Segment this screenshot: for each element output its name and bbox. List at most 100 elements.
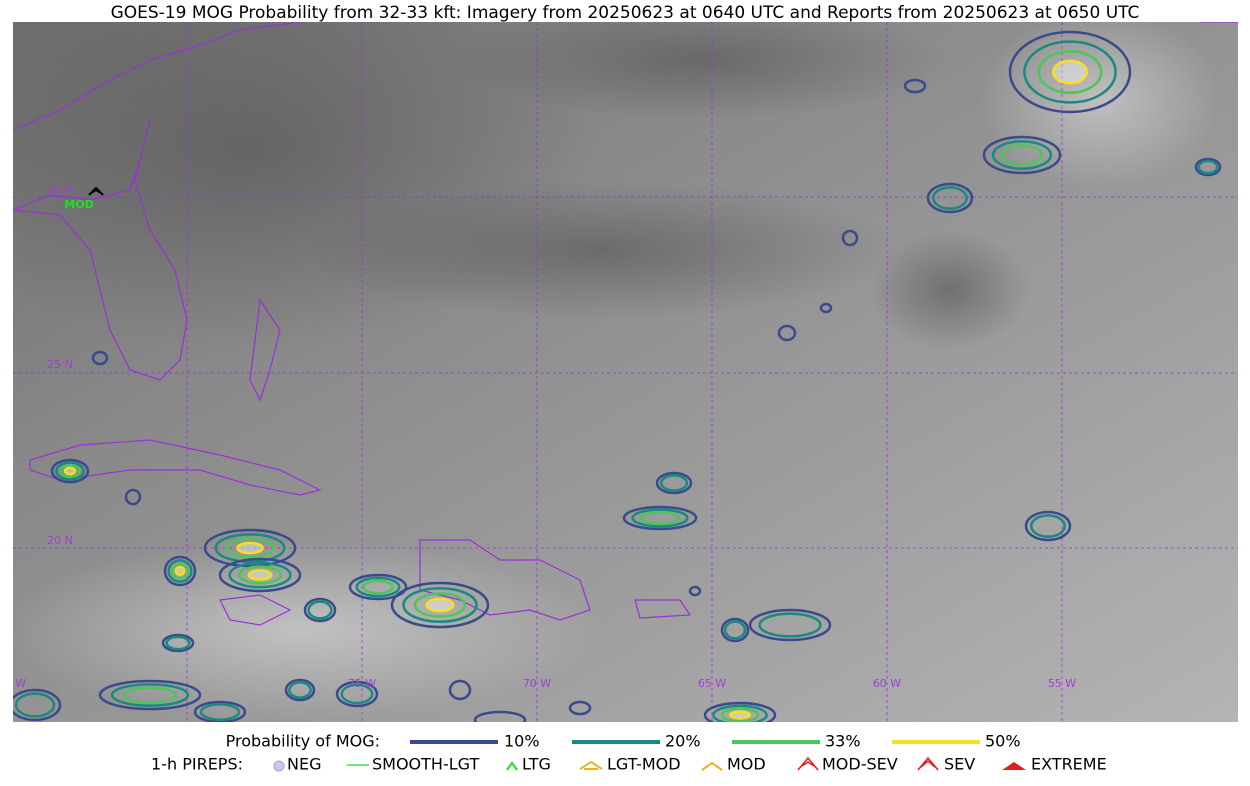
graticule: [13, 22, 1238, 722]
pirep-icon: [1002, 762, 1026, 770]
mog-contour: [982, 135, 1062, 175]
lon-label: 55 W: [1048, 677, 1076, 690]
mog-contour: [203, 528, 297, 568]
mog-contour: [362, 579, 394, 595]
lon-label: 70 W: [523, 677, 551, 690]
dry-air: [300, 180, 900, 320]
mog-contour: [1000, 144, 1044, 166]
mog-contour: [723, 620, 747, 640]
mog-contour: [91, 350, 109, 366]
legend-label: SEV: [944, 755, 975, 774]
mog-contour: [819, 302, 833, 314]
mog-contour: [63, 466, 77, 476]
mog-contour: [1197, 159, 1219, 175]
mog-contour: [1030, 514, 1066, 538]
mog-contour: [622, 505, 698, 531]
legend-label: SMOOTH-LGT: [372, 755, 479, 774]
map: 30 N 25 N 20 N 85 W 75 W 70 W 65 W 60 W …: [0, 22, 1238, 722]
mog-contour: [932, 186, 968, 210]
mog-contour: [777, 324, 797, 342]
mog-contour: [307, 600, 333, 620]
mog-contour: [688, 585, 702, 597]
mog-contour: [193, 700, 247, 722]
mog-contour: [225, 537, 275, 559]
title: GOES-19 MOG Probability from 32-33 kft: …: [111, 3, 1140, 23]
legend-label: 10%: [504, 732, 540, 751]
mog-contour: [236, 541, 264, 555]
mog-contour: [167, 559, 193, 583]
mog-contour: [161, 633, 195, 653]
mog-contour: [640, 511, 680, 525]
lon-label: 60 W: [873, 677, 901, 690]
mog-contour: [199, 703, 241, 721]
legend-label: NEG: [287, 755, 321, 774]
lat-label: 25 N: [47, 358, 73, 371]
mog-contour: [218, 557, 302, 593]
dry-air: [450, 22, 950, 120]
lon-label: 85 W: [0, 677, 26, 690]
mog-contour: [390, 581, 490, 629]
mog-contour: [926, 182, 974, 214]
pirep-icon: [579, 760, 603, 770]
lat-label: 20 N: [47, 534, 73, 547]
legend: Probability of MOG: 10% 20% 33% 50% 1-h …: [151, 732, 1107, 774]
mog-contour: [303, 597, 337, 623]
mog-contour: [124, 488, 142, 506]
lon-label: 75 W: [348, 677, 376, 690]
mog-contour: [348, 573, 408, 601]
mog-contour: [568, 700, 592, 716]
mog-contour: [237, 565, 283, 585]
legend-label: MOD-SEV: [822, 755, 898, 774]
mog-contour: [413, 592, 467, 618]
mog-contour: [50, 458, 90, 484]
mog-contour: [247, 569, 273, 581]
mog-contour: [703, 701, 777, 722]
mog-contour: [110, 683, 190, 707]
moist-air: [13, 540, 600, 720]
mog-contour: [720, 617, 750, 643]
mog-contour: [13, 688, 62, 722]
mog-contour: [991, 140, 1053, 170]
legend-label: MOD: [727, 755, 766, 774]
mog-contour: [841, 229, 859, 247]
mog-contour: [1023, 40, 1117, 104]
mog-contour: [1024, 510, 1072, 542]
mog-contour: [174, 565, 186, 577]
lon-label: 65 W: [698, 677, 726, 690]
legend-label: LTG: [522, 755, 551, 774]
mog-contour: [903, 78, 927, 94]
pirep-icon: [917, 756, 939, 771]
mog-contour: [728, 710, 752, 720]
mog-contour: [163, 555, 197, 587]
mog-contour: [288, 681, 312, 699]
mog-contour: [402, 587, 478, 623]
mog-contours: [13, 30, 1222, 722]
mog-contour: [1008, 30, 1132, 114]
legend-label: 20%: [665, 732, 701, 751]
mog-contour: [14, 692, 56, 718]
legend-label: EXTREME: [1031, 755, 1107, 774]
legend-label: 50%: [985, 732, 1021, 751]
mog-contour: [1051, 59, 1089, 85]
legend-title: 1-h PIREPS:: [151, 755, 243, 774]
mog-contour: [712, 704, 768, 722]
pirep-icon: [701, 761, 723, 771]
mog-contour: [631, 508, 689, 528]
lat-label: 30 N: [47, 183, 73, 196]
mog-contour: [165, 635, 191, 651]
mog-contour: [748, 608, 832, 642]
vortex: [870, 230, 1030, 350]
mog-contour: [1037, 49, 1103, 95]
mog-contour: [655, 471, 693, 495]
legend-title: Probability of MOG:: [226, 732, 380, 751]
mog-contour: [340, 683, 374, 705]
mog-contour: [228, 561, 292, 589]
mog-contour: [425, 597, 455, 613]
pirep-icon: [797, 756, 819, 771]
mog-contour: [720, 707, 760, 722]
legend-label: 33%: [825, 732, 861, 751]
mog-contour: [758, 612, 822, 638]
pirep-icon: [506, 761, 518, 771]
mog-contour: [284, 678, 316, 702]
